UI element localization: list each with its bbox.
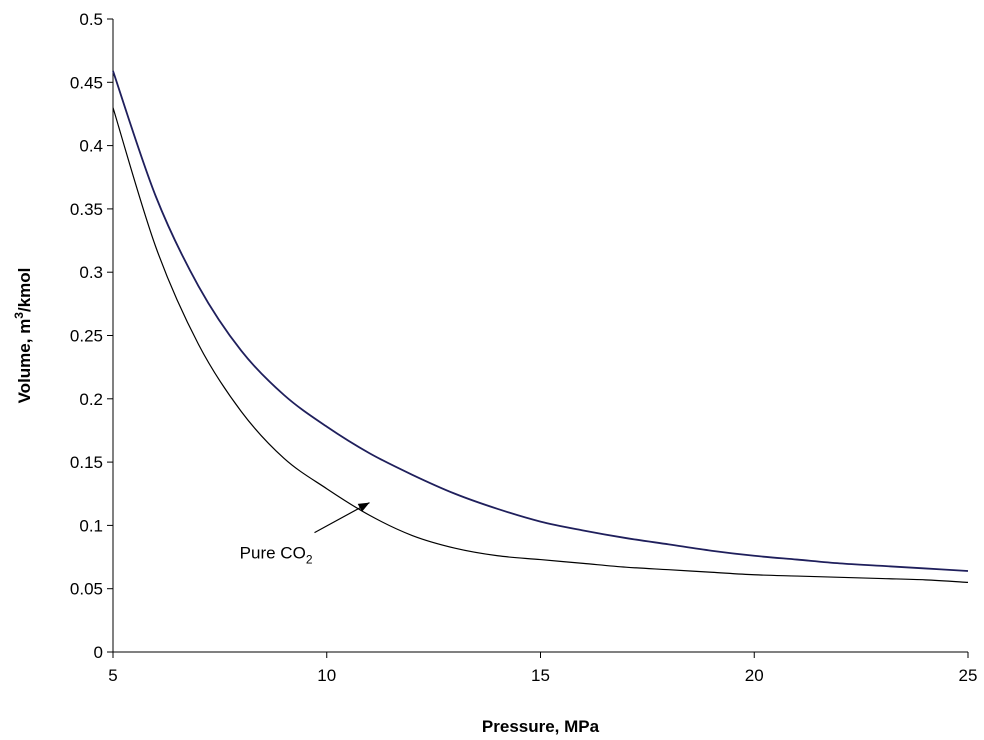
series-line-1: [112, 70, 969, 572]
y-axis-title: Volume, m3/kmol: [12, 268, 34, 404]
y-tick-label-1: 0.05: [70, 580, 103, 599]
annotation-layer: Pure CO2: [240, 502, 370, 567]
annotation-label-main: Pure CO: [240, 544, 306, 563]
x-tick-label-4: 25: [959, 666, 978, 685]
x-axis-title: Pressure, MPa: [482, 717, 600, 736]
y-tick-label-4: 0.2: [79, 390, 103, 409]
x-tick-label-2: 15: [531, 666, 550, 685]
y-tick-label-2: 0.1: [79, 516, 103, 535]
y-tick-label-8: 0.4: [79, 137, 103, 156]
y-axis-title-unit: /kmol: [15, 268, 34, 312]
series-layer: [112, 70, 969, 583]
x-tick-label-0: 5: [108, 666, 117, 685]
y-axis-title-main: Volume, m: [15, 319, 34, 404]
annotation-label-subscript: 2: [306, 553, 313, 567]
series-line-2: [112, 107, 969, 583]
y-tick-label-9: 0.45: [70, 73, 103, 92]
y-axis-title-superscript: 3: [12, 312, 26, 319]
y-tick-label-5: 0.25: [70, 327, 103, 346]
y-axis-ticks: 0 0.05 0.1 0.15 0.2 0.25 0.3 0.35 0.4 0.45 0.5: [70, 10, 113, 662]
y-tick-label-0: 0: [94, 643, 103, 662]
y-tick-label-3: 0.15: [70, 453, 103, 472]
annotation-label-pure-co2: Pure CO2: [240, 544, 313, 567]
x-tick-label-3: 20: [745, 666, 764, 685]
x-axis-ticks: 5 10 15 20 25: [108, 652, 977, 685]
y-tick-label-7: 0.35: [70, 200, 103, 219]
y-tick-label-6: 0.3: [79, 263, 103, 282]
y-tick-label-10: 0.5: [79, 10, 103, 29]
x-tick-label-1: 10: [317, 666, 336, 685]
annotation-arrow-head: [357, 502, 370, 512]
